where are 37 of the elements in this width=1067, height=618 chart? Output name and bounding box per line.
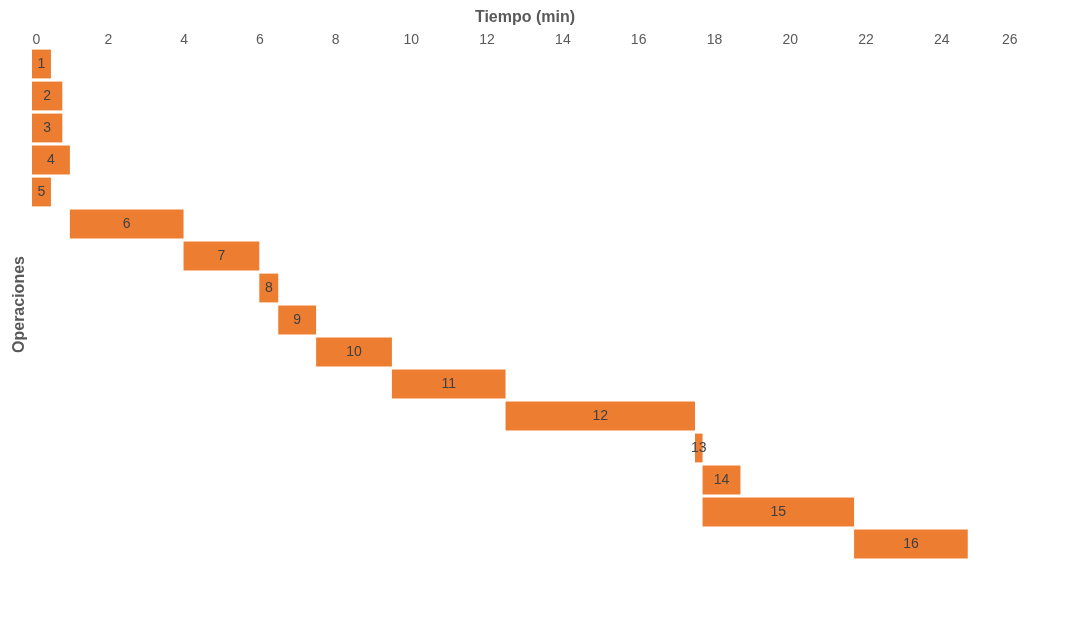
bar bbox=[183, 241, 260, 271]
bar bbox=[32, 145, 70, 175]
x-tick-label: 22 bbox=[858, 30, 874, 47]
x-tick-label: 12 bbox=[479, 30, 496, 47]
bar bbox=[316, 337, 392, 367]
y-tick-label: 4 bbox=[47, 151, 56, 167]
x-tick-label: 6 bbox=[255, 30, 264, 47]
bar bbox=[391, 369, 506, 399]
x-tick-label: 14 bbox=[555, 30, 571, 47]
y-tick-label: 15 bbox=[770, 503, 787, 519]
bar bbox=[32, 113, 63, 143]
x-tick-label: 2 bbox=[104, 30, 113, 47]
y-tick-label: 2 bbox=[43, 87, 52, 103]
bar bbox=[32, 81, 63, 111]
x-tick-label: 4 bbox=[180, 30, 189, 47]
y-axis-title: Operaciones bbox=[9, 255, 27, 353]
x-tick-label: 10 bbox=[403, 30, 420, 47]
bar bbox=[854, 529, 968, 559]
y-tick-label: 5 bbox=[37, 183, 46, 199]
x-axis-title: Tiempo (min) bbox=[474, 7, 576, 25]
bar bbox=[69, 209, 184, 239]
x-tick-label: 20 bbox=[782, 30, 799, 47]
x-tick-label: 8 bbox=[331, 30, 340, 47]
bar bbox=[505, 401, 695, 431]
y-tick-label: 7 bbox=[217, 247, 226, 263]
y-tick-label: 1 bbox=[37, 55, 46, 71]
bar bbox=[32, 49, 51, 79]
x-tick-label: 16 bbox=[630, 30, 647, 47]
x-tick-label: 24 bbox=[933, 30, 950, 47]
x-tick-label: 0 bbox=[32, 30, 41, 47]
x-tick-label: 26 bbox=[1001, 30, 1018, 47]
y-tick-label: 11 bbox=[441, 375, 457, 391]
bar bbox=[278, 305, 317, 335]
y-tick-label: 9 bbox=[293, 311, 302, 327]
x-tick-label: 18 bbox=[706, 30, 723, 47]
bar bbox=[702, 497, 855, 527]
y-tick-label: 3 bbox=[43, 119, 52, 135]
